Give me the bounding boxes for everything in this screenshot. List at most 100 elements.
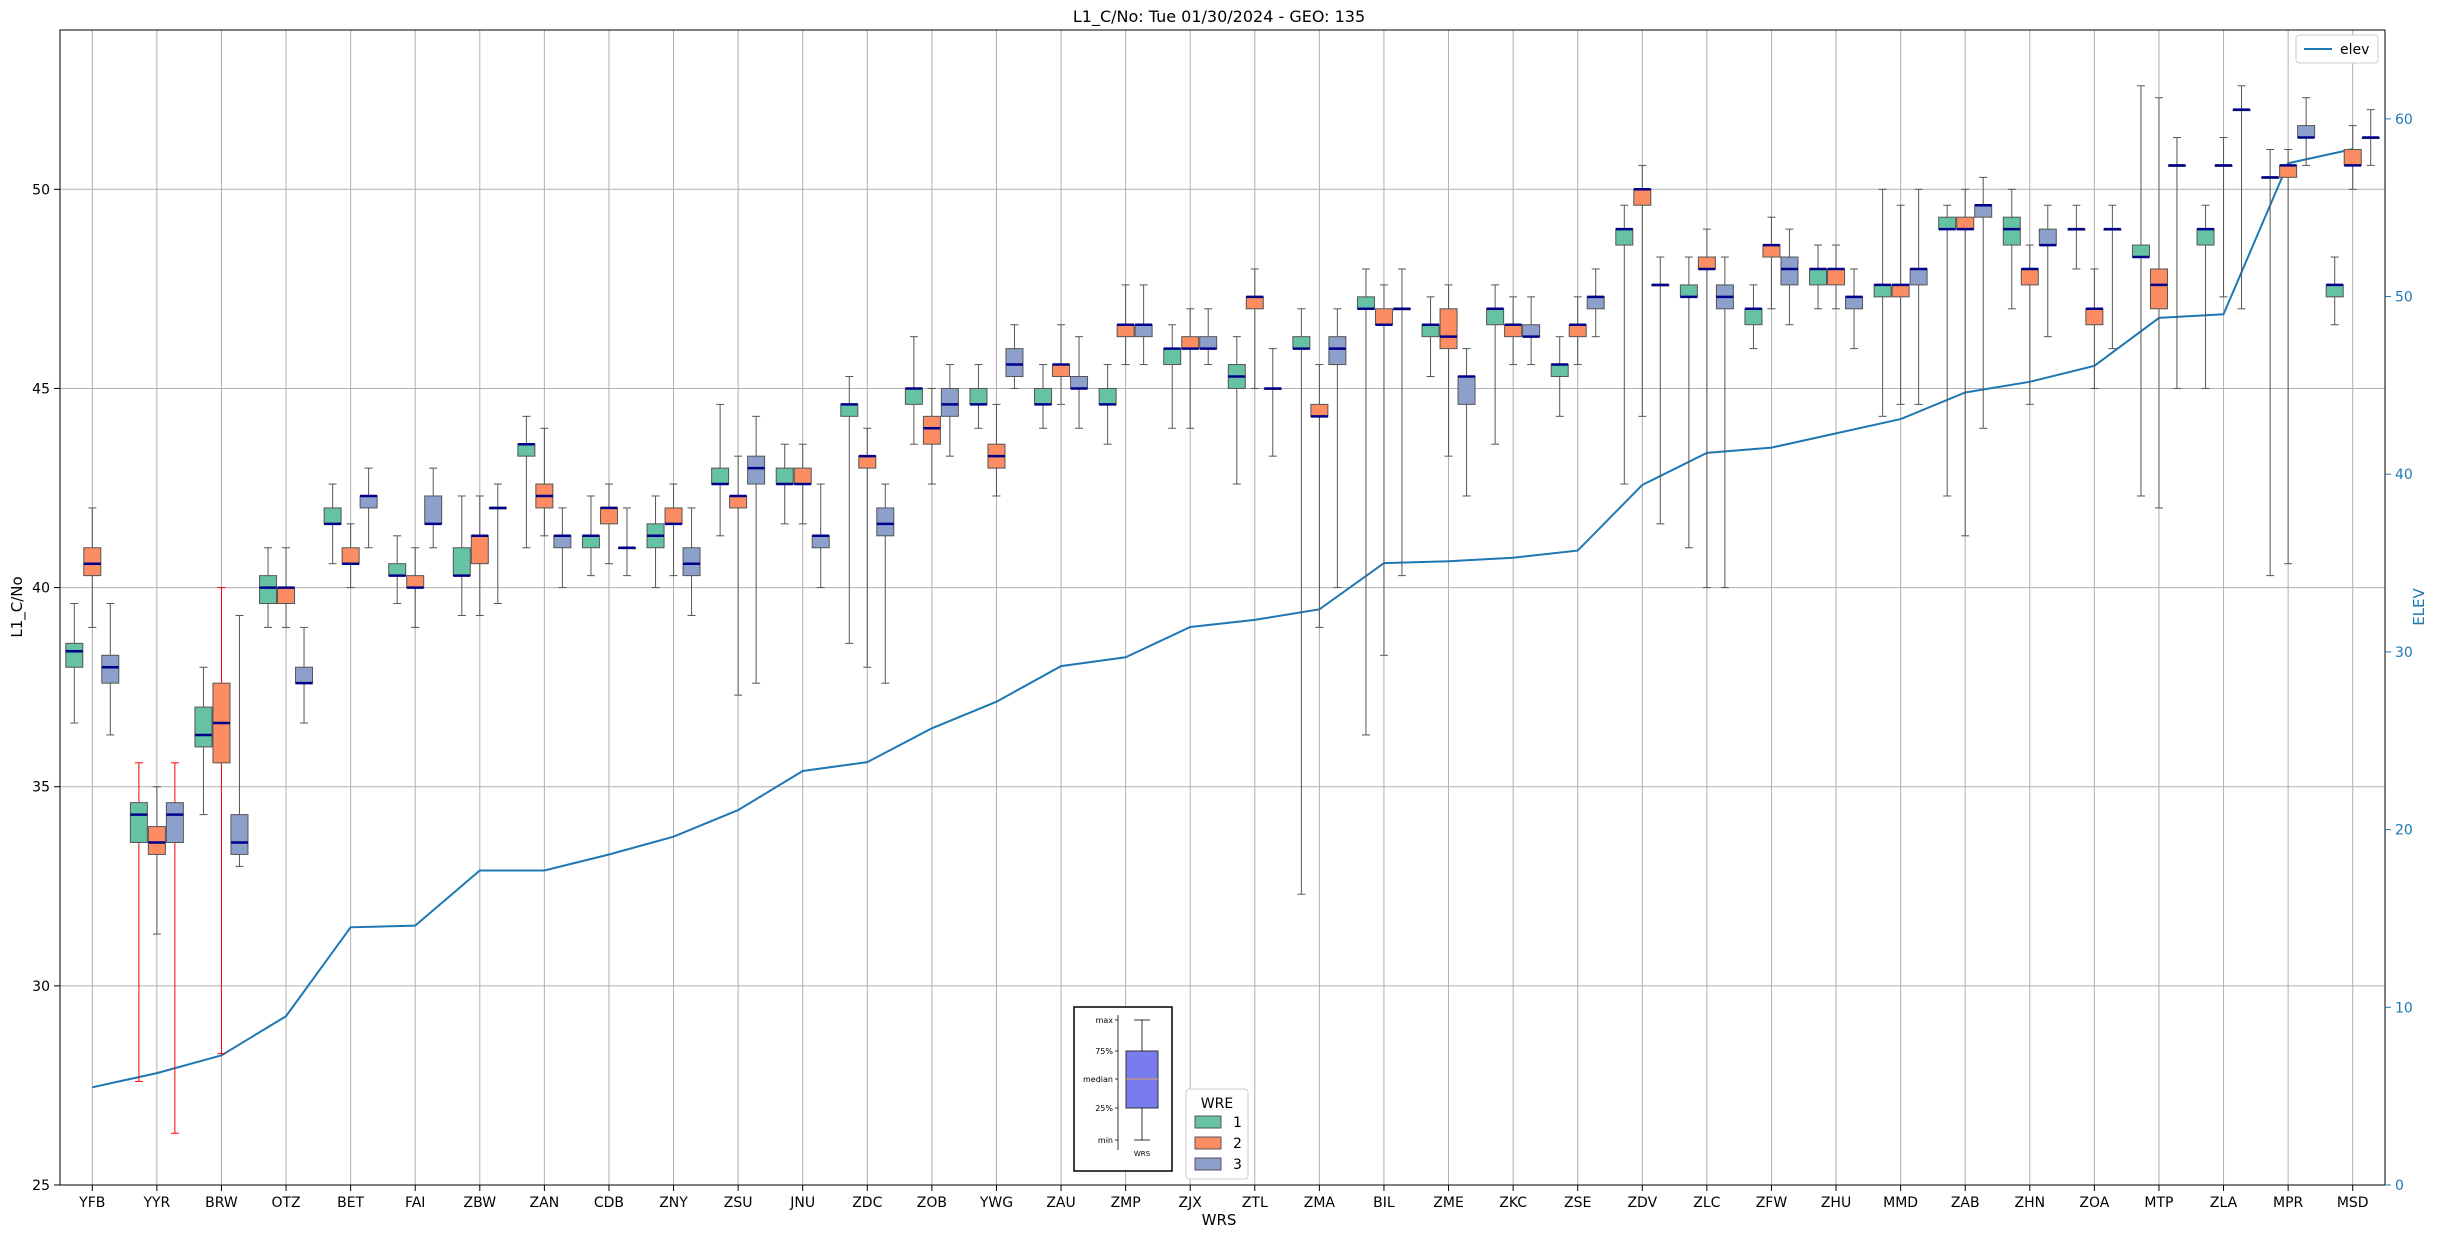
iqr-box (1586, 296, 1605, 310)
iqr-box (904, 387, 923, 405)
y-tick-label-left: 30 (32, 979, 50, 995)
box-wre3-zhu (1845, 268, 1864, 350)
x-tick-label: ZME (1433, 1195, 1464, 1211)
iqr-box (2085, 308, 2104, 326)
x-tick-label: ZJX (1179, 1195, 1203, 1211)
legend-label-wre2: 2 (1233, 1136, 1242, 1152)
iqr-box (2279, 164, 2298, 178)
box-wre1-mmd (1873, 188, 1892, 417)
x-tick-label: CDB (594, 1195, 624, 1211)
elev-line (92, 148, 2353, 1089)
box-wre3-zma (1328, 308, 1347, 589)
box-wre2-brw (212, 587, 231, 1055)
iqr-box (876, 507, 895, 537)
x-tick-label: FAI (405, 1195, 425, 1211)
box-wre3-zob (940, 364, 959, 457)
inset-xlabel: WRS (1134, 1150, 1151, 1158)
x-tick-label: BIL (1373, 1195, 1395, 1211)
legend-swatch-wre3 (1194, 1157, 1222, 1171)
box-wre2-zma (1310, 364, 1329, 628)
box-wre2-zfw (1762, 216, 1781, 310)
iqr-box (599, 507, 618, 525)
box-wre3-ztl (1263, 348, 1282, 457)
y-tick-label-right: 30 (2395, 645, 2413, 661)
iqr-box (1374, 308, 1393, 326)
box-wre1-zbw (452, 495, 471, 616)
box-wre3-zlc (1715, 256, 1734, 589)
box-wre1-zkc (1486, 284, 1505, 445)
box-wre2-zoa (2085, 268, 2104, 389)
y-tick-label-right: 50 (2395, 290, 2413, 306)
iqr-box (65, 642, 84, 668)
iqr-box (517, 443, 536, 457)
box-wre2-zlc (1697, 228, 1716, 589)
wre-legend-title: WRE (1201, 1096, 1233, 1112)
x-tick-label: ZMA (1304, 1195, 1336, 1211)
iqr-box (1744, 308, 1763, 326)
box-wre1-zma (1292, 308, 1311, 895)
box-wre3-zoa (2103, 204, 2122, 350)
box-wre2-zla (2214, 137, 2233, 298)
y-tick-label-right: 10 (2395, 1000, 2413, 1016)
x-tick-label: MPR (2273, 1195, 2304, 1211)
x-tick-label: YFB (78, 1195, 105, 1211)
iqr-box (147, 826, 166, 855)
x-tick-label: ZOB (917, 1195, 947, 1211)
iqr-box (664, 507, 683, 525)
box-wre1-zme (1421, 296, 1440, 377)
elevation-layer (92, 148, 2353, 1089)
iqr-box (1052, 364, 1071, 378)
box-wre3-zla (2232, 85, 2251, 310)
iqr-box (470, 535, 489, 565)
x-tick-label: ZAN (530, 1195, 560, 1211)
x-tick-label: ZSU (724, 1195, 753, 1211)
box-wre2-zkc (1504, 296, 1523, 366)
x-tick-label: ZHU (1821, 1195, 1851, 1211)
iqr-box (1873, 284, 1892, 298)
box-wre1-zan (517, 415, 536, 549)
iqr-box (129, 802, 148, 843)
iqr-box (1199, 336, 1218, 350)
y-tick-label-left: 50 (32, 182, 50, 198)
iqr-box (1522, 324, 1541, 338)
box-wre2-zjx (1181, 308, 1200, 429)
iqr-box (1504, 324, 1523, 338)
box-wre1-otz (259, 547, 278, 628)
iqr-box (341, 547, 360, 565)
wre-legend-frame (1185, 1088, 1249, 1180)
iqr-box (1780, 256, 1799, 286)
box-wre1-zoa (2067, 204, 2086, 270)
iqr-box (1070, 376, 1089, 389)
box-wre1-zdv (1615, 204, 1634, 485)
x-tick-label: MMD (1883, 1195, 1918, 1211)
box-wre3-bet (359, 467, 378, 549)
box-wre3-bil (1392, 268, 1411, 577)
box-wre2-zan (535, 427, 554, 537)
box-wre3-zfw (1780, 228, 1799, 326)
box-wre1-zab (1938, 204, 1957, 497)
iqr-box (711, 467, 730, 485)
y-tick-label-left: 40 (32, 581, 50, 597)
box-wre2-zau (1052, 324, 1071, 405)
box-wre2-zse (1568, 296, 1587, 366)
iqr-box (1633, 188, 1652, 206)
x-tick-label: ZLC (1693, 1195, 1720, 1211)
iqr-box (230, 814, 249, 855)
box-wre3-zhn (2038, 204, 2057, 338)
x-tick-label: YWG (979, 1195, 1013, 1211)
iqr-box (1098, 387, 1117, 405)
x-tick-label: ZDV (1627, 1195, 1657, 1211)
box-wre2-zob (922, 387, 941, 485)
iqr-box (452, 547, 471, 577)
box-wre2-fai (406, 547, 425, 628)
x-tick-label: ZMP (1111, 1195, 1141, 1211)
legend-label-wre1: 1 (1233, 1115, 1242, 1131)
box-wre3-zan (553, 507, 572, 589)
box-wre1-zny (646, 495, 665, 589)
legend-label-wre3: 3 (1233, 1157, 1242, 1173)
y-tick-label-right: 60 (2395, 112, 2413, 128)
box-wre3-zjx (1199, 308, 1218, 366)
box-wre1-zmp (1098, 364, 1117, 445)
iqr-box (1550, 364, 1569, 378)
